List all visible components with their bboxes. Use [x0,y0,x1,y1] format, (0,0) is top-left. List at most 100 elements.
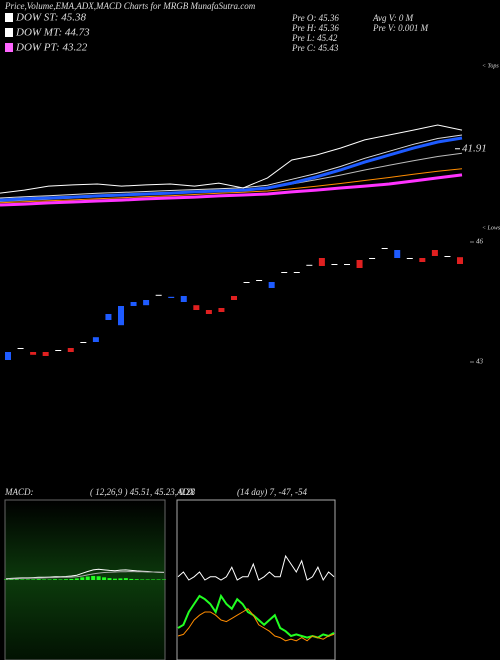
candle [30,352,37,355]
series-line [5,570,164,580]
candle [92,337,99,342]
candle [118,306,124,326]
histogram-bar [20,579,25,580]
chart-title: Price,Volume,EMA,ADX,MACD Charts for MRG… [4,1,256,11]
quote-text: Pre L: 45.42 [291,33,338,43]
histogram-bar [85,576,90,580]
candle [130,302,137,306]
candle [105,314,112,320]
histogram-bar [156,579,161,580]
histogram-bar [74,578,79,580]
panel-title: MACD: [4,487,34,497]
legend-label: DOW MT: 44.73 [15,27,90,39]
candle [243,282,250,283]
candle [457,257,463,264]
candle [406,258,413,259]
series-line [0,168,463,204]
histogram-bar [58,579,63,580]
legend-label: DOW ST: 45.38 [15,12,86,24]
histogram-bar [96,576,101,580]
legend-swatch [5,13,13,22]
candle [419,258,426,262]
y-tick-label: 43 [476,358,484,366]
series-line [177,593,335,639]
histogram-bar [118,578,123,580]
candle [205,310,212,314]
histogram-bar [4,579,8,580]
stat-text: Avg V: 0 M [372,13,414,23]
candle [381,248,388,249]
candle [5,352,11,360]
candle [268,282,275,288]
adx-panel [176,499,336,660]
candle [17,348,24,349]
histogram-bar [145,579,150,580]
histogram-bar [53,579,58,580]
candle [256,280,263,281]
histogram-bar [123,578,128,580]
histogram-bar [25,579,30,580]
histogram-bar [63,579,68,580]
histogram-bar [14,579,19,580]
series-line [177,554,335,582]
candle [344,264,350,265]
legend-swatch [5,43,13,52]
candle [293,272,300,273]
histogram-bar [47,579,52,580]
series-line [0,173,463,207]
stat-text: Pre V: 0.001 M [372,23,429,33]
candle [168,296,175,298]
histogram-bar [102,577,107,580]
candle [356,260,363,268]
candle [318,258,325,266]
quote-text: Pre H: 45.36 [291,23,339,33]
y-tick-label: 41.91 [462,142,487,154]
histogram-bar [80,577,85,580]
candle [394,250,401,258]
histogram-bar [69,578,74,580]
histogram-bar [42,579,47,580]
annotation: < Lows [482,225,500,231]
series-line [0,124,463,194]
candle [331,264,338,265]
histogram-bar [107,578,112,580]
histogram-bar [140,579,145,580]
histogram-bar [9,579,14,580]
legend-swatch [5,28,13,37]
candle [369,258,376,259]
histogram-bar [31,579,36,580]
series-line [0,136,463,202]
legend-label: DOW PT: 43.22 [15,42,88,54]
candle [155,294,162,296]
quote-text: Pre C: 45.43 [291,43,339,53]
candle [143,300,150,306]
panel-params: ( 12,26,9 ) 45.51, 45.23, 0.28 [90,487,195,497]
candle [80,342,87,343]
candle [444,256,451,257]
candle [431,250,438,256]
candle [67,348,74,352]
panel-title: ADX [176,487,195,497]
candle [42,352,49,356]
series-line [177,608,335,642]
candle [55,350,62,351]
histogram-bar [151,579,156,580]
series-line [0,134,463,199]
histogram-bar [162,579,166,580]
histogram-bar [36,579,41,580]
candle [180,296,187,302]
annotation: < Tops [482,63,499,69]
histogram-bar [134,579,139,580]
panel-params: (14 day) 7, -47, -54 [237,487,307,497]
histogram-bar [91,576,96,580]
y-tick-label: 46 [476,238,484,246]
candle [281,272,288,273]
quote-text: Pre O: 45.36 [291,13,339,23]
histogram-bar [112,578,117,580]
candle [231,296,237,300]
candle [218,308,225,312]
histogram-bar [129,578,134,580]
candle [193,305,200,310]
